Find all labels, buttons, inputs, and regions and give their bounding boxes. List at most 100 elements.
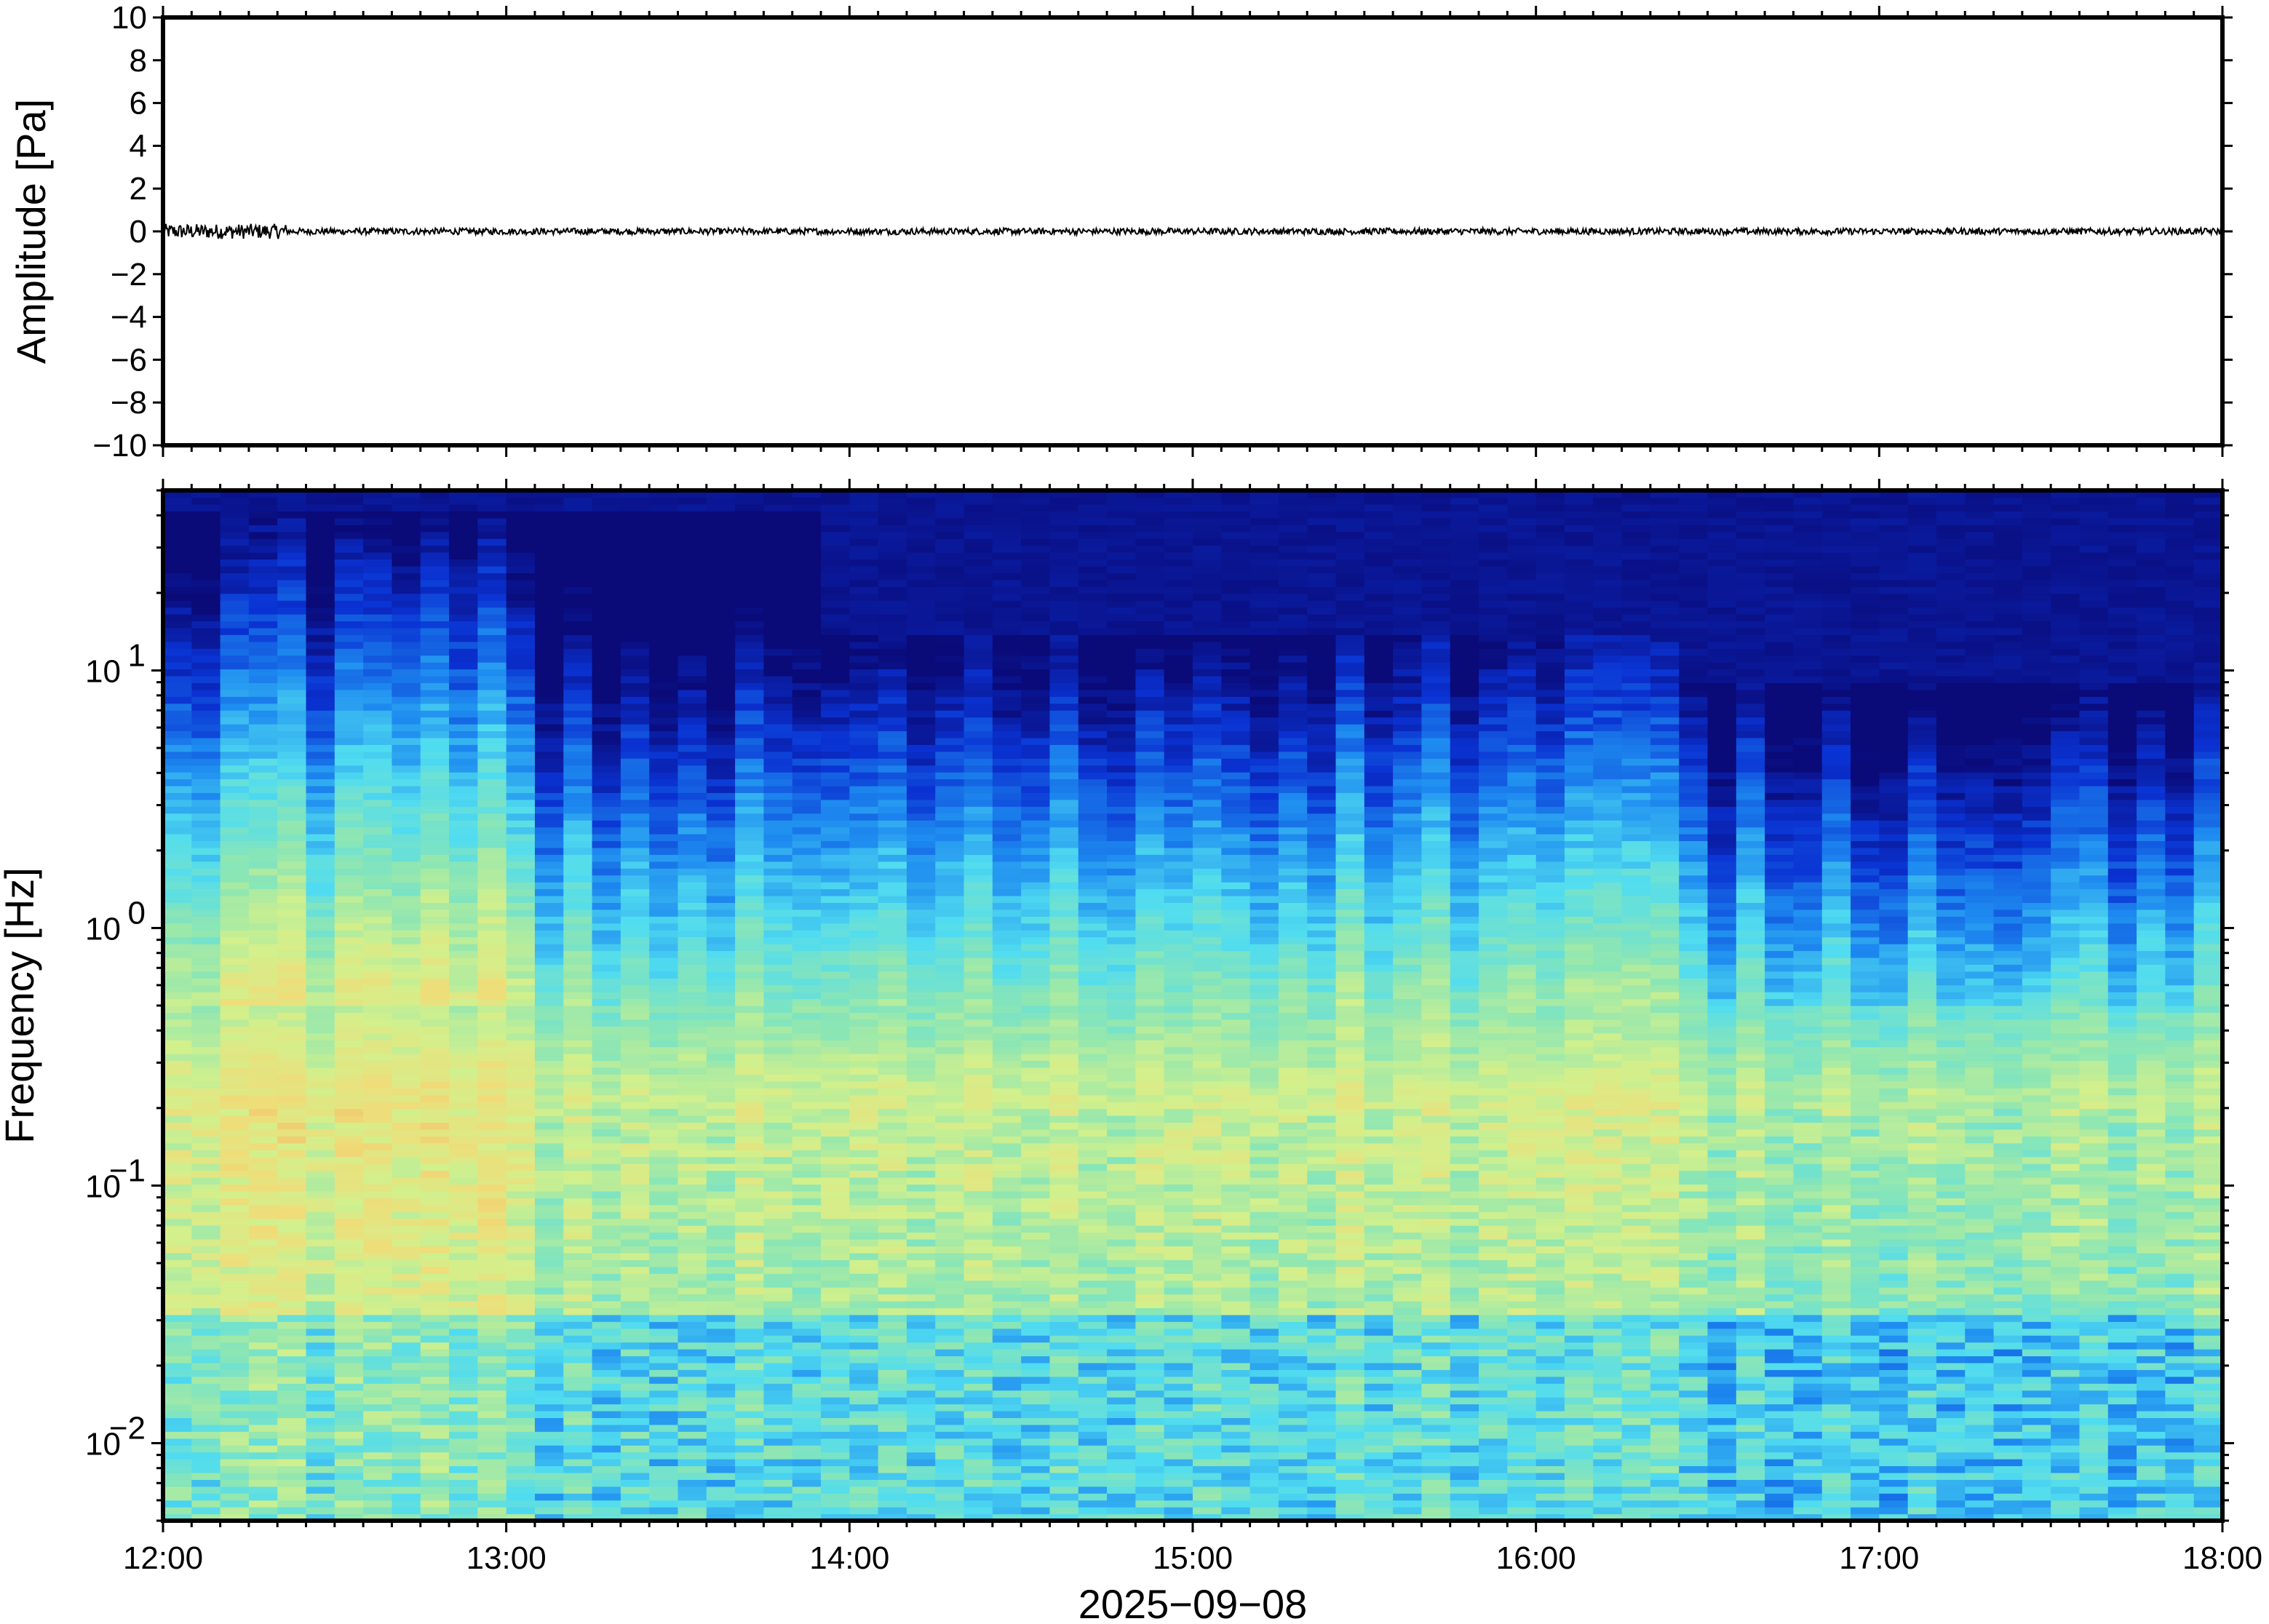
spectrogram-cell <box>935 1136 965 1144</box>
spectrogram-cell <box>220 888 250 896</box>
spectrogram-cell <box>963 936 993 944</box>
spectrogram-cell <box>906 834 936 842</box>
spectrogram-cell <box>534 1232 564 1240</box>
spectrogram-cell <box>420 806 450 814</box>
spectrogram-cell <box>334 497 364 505</box>
spectrogram-cell <box>1021 627 1051 635</box>
spectrogram-cell <box>649 689 679 697</box>
spectrogram-cell <box>706 1410 736 1418</box>
spectrogram-cell <box>649 1507 679 1515</box>
spectrogram-cell <box>277 682 307 690</box>
spectrogram-cell <box>163 1080 192 1088</box>
spectrogram-cell <box>1021 1493 1051 1501</box>
spectrogram-cell <box>449 1102 478 1110</box>
spectrogram-cell <box>906 573 936 581</box>
spectrogram-cell <box>191 1204 221 1212</box>
spectrogram-cell <box>534 1390 564 1398</box>
spectrogram-cell <box>592 1328 621 1336</box>
spectrogram-cell <box>506 992 536 1000</box>
spectrogram-cell <box>392 1225 421 1233</box>
spectrogram-cell <box>163 1273 192 1281</box>
spectrogram-cell <box>563 923 593 931</box>
spectrogram-cell <box>706 607 736 615</box>
spectrogram-cell <box>191 1342 221 1350</box>
spectrogram-cell <box>992 1452 1022 1460</box>
spectrogram-cell <box>334 1404 364 1412</box>
spectrogram-cell <box>506 1266 536 1274</box>
spectrogram-cell <box>1049 1376 1079 1384</box>
spectrogram-cell <box>220 779 250 787</box>
spectrogram-cell <box>1021 936 1051 944</box>
spectrogram-cell <box>849 744 879 752</box>
spectrogram-cell <box>849 1376 879 1384</box>
spectrogram-cell <box>735 998 765 1006</box>
spectrogram-cell <box>392 1156 421 1164</box>
spectrogram-cell <box>992 662 1022 670</box>
spectrogram-cell <box>963 1067 993 1075</box>
spectrogram-cell <box>821 1321 850 1329</box>
spectrogram-cell <box>506 1486 536 1494</box>
spectrogram-cell <box>563 696 593 704</box>
spectrogram-cell <box>935 1170 965 1178</box>
spectrogram-cell <box>1021 1287 1051 1295</box>
spectrogram-cell <box>277 984 307 992</box>
spectrogram-cell <box>306 1397 335 1405</box>
spectrogram-cell <box>534 1252 564 1260</box>
spectrogram-cell <box>649 511 679 519</box>
spectrogram-cell <box>563 613 593 621</box>
spectrogram-cell <box>306 710 335 718</box>
spectrogram-cell <box>792 779 822 787</box>
spectrogram-cell <box>735 984 765 992</box>
spectrogram-cell <box>191 1513 221 1521</box>
spectrogram-cell <box>449 1136 478 1144</box>
spectrogram-cell <box>392 559 421 567</box>
spectrogram-cell <box>477 1314 507 1322</box>
spectrogram-cell <box>449 847 478 855</box>
spectrogram-cell <box>992 1459 1022 1467</box>
spectrogram-cell <box>763 1218 793 1226</box>
spectrogram-cell <box>277 1465 307 1473</box>
spectrogram-cell <box>420 1246 450 1254</box>
spectrogram-cell <box>849 1252 879 1260</box>
spectrogram-cell <box>334 1259 364 1267</box>
spectrogram-cell <box>534 717 564 725</box>
spectrogram-cell <box>706 1459 736 1467</box>
spectrogram-cell <box>963 1383 993 1391</box>
spectrogram-cell <box>992 600 1022 608</box>
spectrogram-cell <box>735 957 765 965</box>
spectrogram-cell <box>534 1410 564 1418</box>
spectrogram-cell <box>334 1184 364 1192</box>
spectrogram-cell <box>334 1472 364 1480</box>
spectrogram-cell <box>878 1431 907 1439</box>
spectrogram-cell <box>878 737 907 745</box>
spectrogram-cell <box>963 1184 993 1192</box>
spectrogram-cell <box>248 1438 278 1446</box>
spectrogram-cell <box>620 593 650 601</box>
spectrogram-cell <box>849 1211 879 1219</box>
spectrogram-cell <box>334 600 364 608</box>
spectrogram-cell <box>191 1163 221 1171</box>
spectrogram-cell <box>449 1417 478 1425</box>
spectrogram-cell <box>163 607 192 615</box>
spectrogram-cell <box>878 1294 907 1302</box>
spectrogram-cell <box>649 1170 679 1178</box>
spectrogram-cell <box>992 779 1022 787</box>
spectrogram-cell <box>906 682 936 690</box>
spectrogram-cell <box>248 490 278 498</box>
spectrogram-cell <box>392 827 421 835</box>
spectrogram-cell <box>363 888 393 896</box>
spectrogram-cell <box>763 723 793 731</box>
spectrogram-cell <box>649 820 679 828</box>
spectrogram-cell <box>1049 1232 1079 1240</box>
spectrogram-cell <box>420 517 450 525</box>
spectrogram-cell <box>563 1507 593 1515</box>
spectrogram-cell <box>563 1006 593 1014</box>
spectrogram-cell <box>506 792 536 800</box>
spectrogram-cell <box>620 1046 650 1054</box>
spectrogram-cell <box>821 1383 850 1391</box>
spectrogram-cell <box>306 552 335 560</box>
spectrogram-cell <box>420 1356 450 1364</box>
spectrogram-cell <box>792 627 822 635</box>
spectrogram-cell <box>477 1500 507 1508</box>
spectrogram-cell <box>306 1238 335 1246</box>
